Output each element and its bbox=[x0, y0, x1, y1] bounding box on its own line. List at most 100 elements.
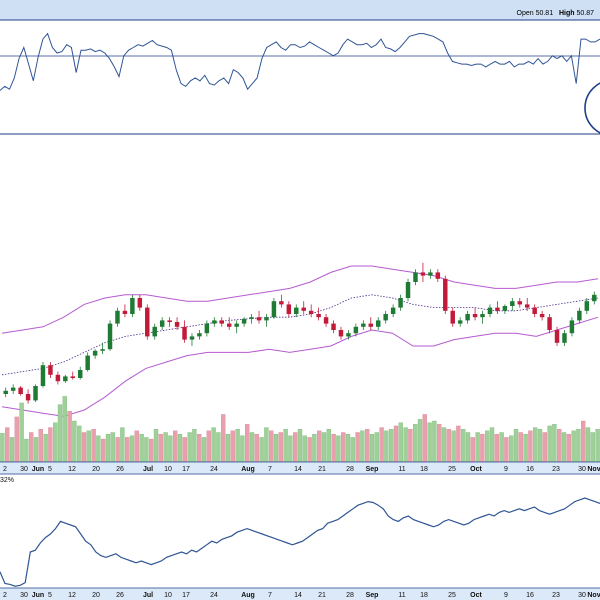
x-tick-label: Jun bbox=[32, 592, 44, 599]
x-tick-label: 20 bbox=[92, 466, 100, 473]
volume-bar bbox=[77, 425, 82, 463]
volume-bar bbox=[422, 414, 427, 463]
x-tick-label: Oct bbox=[470, 466, 482, 473]
candle-body bbox=[152, 326, 157, 337]
volume-bar bbox=[206, 430, 211, 463]
x-tick-label: 30 bbox=[20, 592, 28, 599]
candle-body bbox=[487, 307, 493, 314]
candle-body bbox=[286, 304, 292, 314]
candle-body bbox=[48, 365, 53, 375]
x-tick-label: Jul bbox=[143, 466, 153, 473]
x-tick-label: 2 bbox=[3, 592, 7, 599]
volume-bar bbox=[432, 420, 437, 463]
candle-body bbox=[182, 326, 187, 340]
volume-bar bbox=[120, 427, 125, 463]
volume-bar bbox=[307, 437, 312, 463]
volume-bar bbox=[331, 433, 336, 463]
candle-body bbox=[241, 318, 247, 324]
x-tick-label: 28 bbox=[346, 592, 354, 599]
volume-bar bbox=[552, 424, 557, 463]
open-label: Open bbox=[516, 10, 534, 17]
candle-body bbox=[63, 376, 68, 382]
candle-body bbox=[398, 298, 403, 308]
volume-bar bbox=[134, 430, 139, 463]
volume-bar bbox=[24, 438, 29, 463]
volume-bar bbox=[53, 422, 58, 463]
x-tick-label: 30 bbox=[578, 466, 586, 473]
candle-body bbox=[197, 333, 202, 337]
x-tick-label: 14 bbox=[294, 592, 302, 599]
volume-bar bbox=[355, 432, 360, 463]
high-value: 50.87 bbox=[576, 10, 594, 17]
candle-body bbox=[465, 314, 470, 321]
volume-bar bbox=[585, 427, 591, 463]
volume-bar bbox=[513, 429, 519, 463]
candle-body bbox=[524, 304, 530, 308]
volume-bar bbox=[182, 437, 187, 463]
candle-body bbox=[361, 323, 366, 327]
volume-bar bbox=[465, 432, 471, 463]
candle-body bbox=[145, 307, 150, 337]
x-tick-label: 12 bbox=[68, 466, 76, 473]
volume-bar bbox=[518, 432, 523, 463]
x-axis-ticks-bottom: 2 30 Jun 5 12 20 26 Jul 10 17 24 Aug 7 14 21 28 Sep 11 18 2… bbox=[3, 592, 600, 599]
candle-body bbox=[204, 323, 210, 334]
volume-bar bbox=[561, 432, 567, 463]
volume-bar bbox=[86, 430, 91, 463]
volume-bar bbox=[105, 433, 111, 463]
candle-body bbox=[122, 310, 128, 314]
volume-bar bbox=[350, 437, 355, 463]
volume-bar bbox=[288, 435, 293, 463]
volume-bar bbox=[201, 437, 207, 463]
volume-bar bbox=[509, 435, 514, 463]
volume-bar bbox=[38, 429, 43, 463]
candle-body bbox=[115, 310, 120, 324]
volume-bar bbox=[393, 425, 399, 463]
top-indicator-line bbox=[0, 32, 600, 91]
volume-bar bbox=[139, 433, 144, 463]
volume-bar bbox=[398, 422, 403, 463]
volume-bar bbox=[29, 432, 34, 463]
candle-body bbox=[420, 272, 426, 276]
candle-body bbox=[584, 301, 590, 311]
volume-bar bbox=[489, 427, 495, 463]
volume-bar bbox=[528, 430, 533, 463]
candle-body bbox=[562, 333, 567, 343]
volume-bar bbox=[581, 420, 586, 463]
candle-body bbox=[353, 326, 359, 334]
bottom-indicator-panel bbox=[0, 497, 600, 587]
volume-bar bbox=[173, 430, 178, 463]
candle-body bbox=[450, 310, 455, 324]
ohlc-readout: Open 50.81 High 50.87 bbox=[517, 10, 595, 17]
candle-body bbox=[18, 387, 23, 394]
price-panel bbox=[1, 262, 599, 417]
volume-bar bbox=[369, 433, 375, 463]
x-tick-label: 11 bbox=[398, 466, 405, 473]
candle-body bbox=[130, 298, 135, 314]
volume-bar bbox=[417, 419, 423, 463]
volume-bar bbox=[451, 430, 456, 463]
volume-bar bbox=[249, 432, 255, 463]
candle-body bbox=[323, 317, 329, 324]
volume-bar bbox=[81, 432, 87, 463]
volume-bar bbox=[379, 427, 384, 463]
volume-bar bbox=[427, 422, 432, 463]
x-tick-label: 7 bbox=[268, 592, 272, 599]
volume-bar bbox=[341, 432, 346, 463]
volume-bar bbox=[456, 425, 461, 463]
volume-bar bbox=[91, 429, 96, 463]
volume-bar bbox=[408, 429, 413, 463]
volume-bar bbox=[230, 430, 235, 463]
candle-body bbox=[532, 307, 537, 314]
x-tick-label: 18 bbox=[420, 592, 428, 599]
volume-bar bbox=[43, 433, 48, 463]
candle-body bbox=[77, 370, 83, 378]
candle-body bbox=[159, 320, 165, 327]
volume-bar bbox=[499, 432, 504, 463]
candle-body bbox=[92, 350, 98, 356]
candle-body bbox=[55, 374, 61, 382]
header-band bbox=[0, 0, 600, 20]
volume-bar bbox=[446, 429, 451, 463]
candle-body bbox=[502, 306, 508, 311]
candle-body bbox=[383, 314, 388, 321]
